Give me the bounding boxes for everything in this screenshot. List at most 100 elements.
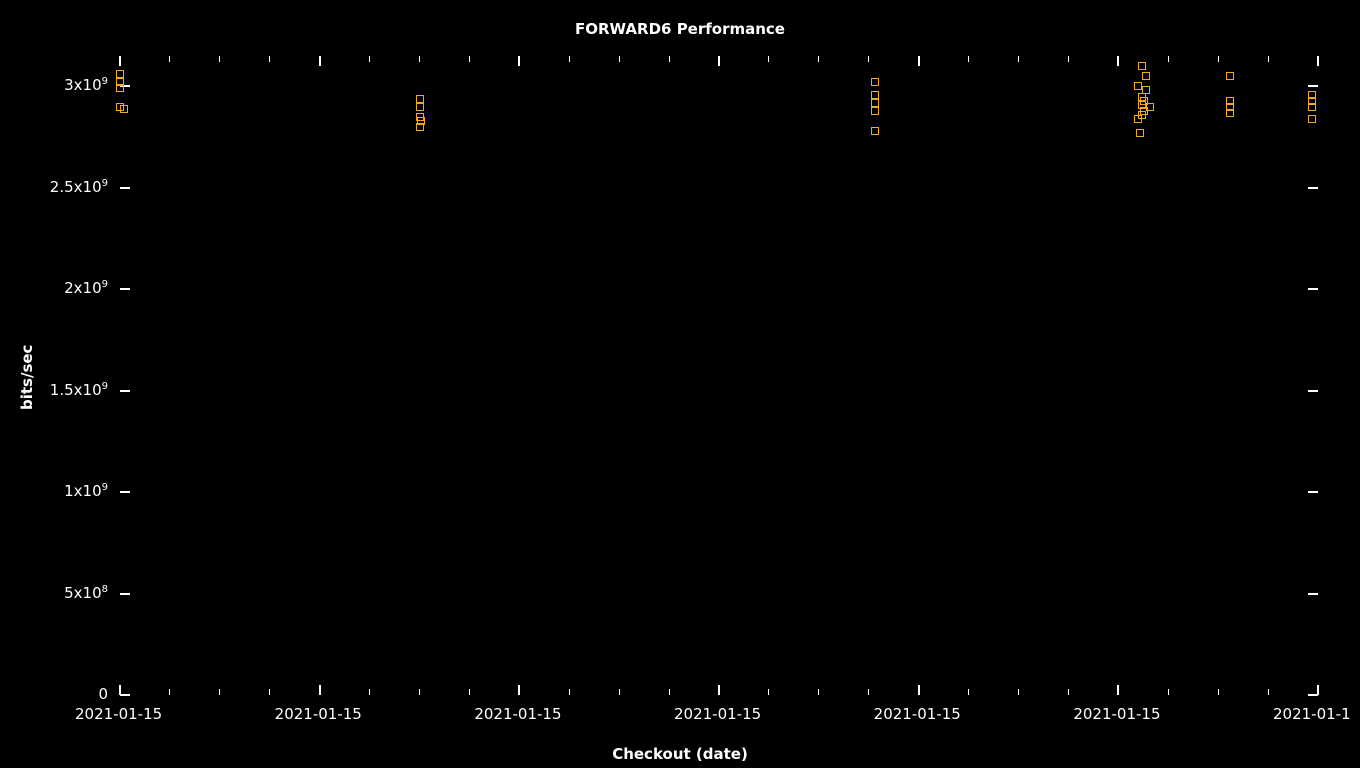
x-minor-tick <box>818 56 819 62</box>
x-tick <box>1317 685 1319 695</box>
x-minor-tick <box>1218 689 1219 695</box>
data-point <box>417 117 425 125</box>
x-minor-tick <box>1068 689 1069 695</box>
x-tick-label: 2021-01-1 <box>1273 705 1351 723</box>
data-point <box>1138 62 1146 70</box>
x-axis-label: Checkout (date) <box>0 745 1360 763</box>
x-tick <box>1117 56 1119 66</box>
x-tick <box>718 56 720 66</box>
x-minor-tick <box>219 56 220 62</box>
x-minor-tick <box>968 56 969 62</box>
x-minor-tick <box>469 689 470 695</box>
x-tick <box>319 56 321 66</box>
x-minor-tick <box>369 689 370 695</box>
x-minor-tick <box>768 689 769 695</box>
x-tick <box>1117 685 1119 695</box>
x-tick-label: 2021-01-15 <box>75 705 162 723</box>
x-tick <box>1317 56 1319 66</box>
y-tick-label: 3x109 <box>64 76 108 94</box>
x-minor-tick <box>219 689 220 695</box>
x-minor-tick <box>369 56 370 62</box>
x-minor-tick <box>1268 56 1269 62</box>
x-minor-tick <box>1268 689 1269 695</box>
y-tick <box>1308 85 1318 87</box>
data-point <box>871 91 879 99</box>
x-minor-tick <box>419 689 420 695</box>
x-minor-tick <box>169 56 170 62</box>
y-tick <box>120 288 130 290</box>
data-point <box>416 95 424 103</box>
y-tick-label: 0 <box>98 685 108 703</box>
y-tick <box>1308 288 1318 290</box>
y-tick <box>120 593 130 595</box>
data-point <box>116 70 124 78</box>
data-point <box>120 105 128 113</box>
y-tick <box>120 491 130 493</box>
performance-chart: FORWARD6 Performance bits/sec Checkout (… <box>0 0 1360 768</box>
x-tick <box>119 56 121 66</box>
x-minor-tick <box>1168 56 1169 62</box>
x-tick-label: 2021-01-15 <box>1073 705 1160 723</box>
x-minor-tick <box>569 689 570 695</box>
y-tick <box>1308 491 1318 493</box>
x-tick-label: 2021-01-15 <box>474 705 561 723</box>
x-minor-tick <box>868 56 869 62</box>
x-minor-tick <box>669 689 670 695</box>
y-tick-label: 2x109 <box>64 279 108 297</box>
x-minor-tick <box>269 56 270 62</box>
x-minor-tick <box>1018 689 1019 695</box>
x-minor-tick <box>269 689 270 695</box>
x-tick <box>918 685 920 695</box>
x-minor-tick <box>1218 56 1219 62</box>
data-point <box>1142 72 1150 80</box>
y-tick-label: 1x109 <box>64 482 108 500</box>
x-minor-tick <box>818 689 819 695</box>
x-minor-tick <box>619 689 620 695</box>
x-tick-label: 2021-01-15 <box>874 705 961 723</box>
y-tick <box>120 187 130 189</box>
x-tick <box>718 685 720 695</box>
data-point <box>1134 115 1142 123</box>
y-tick <box>1308 593 1318 595</box>
x-minor-tick <box>968 689 969 695</box>
data-point <box>1226 109 1234 117</box>
data-point <box>871 99 879 107</box>
x-tick <box>518 56 520 66</box>
chart-title: FORWARD6 Performance <box>0 20 1360 38</box>
x-minor-tick <box>768 56 769 62</box>
data-point <box>1226 72 1234 80</box>
x-tick <box>518 685 520 695</box>
x-tick <box>119 685 121 695</box>
x-minor-tick <box>169 689 170 695</box>
x-minor-tick <box>619 56 620 62</box>
x-tick <box>319 685 321 695</box>
y-tick-label: 2.5x109 <box>50 178 108 196</box>
data-point <box>871 127 879 135</box>
x-minor-tick <box>469 56 470 62</box>
data-point <box>871 78 879 86</box>
x-tick <box>918 56 920 66</box>
x-minor-tick <box>868 689 869 695</box>
data-point <box>1308 115 1316 123</box>
x-minor-tick <box>419 56 420 62</box>
x-tick-label: 2021-01-15 <box>275 705 362 723</box>
y-tick <box>120 390 130 392</box>
x-tick-label: 2021-01-15 <box>674 705 761 723</box>
data-point <box>116 84 124 92</box>
data-point <box>871 107 879 115</box>
plot-area <box>120 56 1318 695</box>
x-minor-tick <box>1168 689 1169 695</box>
y-axis-label: bits/sec <box>18 345 36 410</box>
data-point <box>1136 129 1144 137</box>
y-tick-label: 1.5x109 <box>50 381 108 399</box>
x-minor-tick <box>1068 56 1069 62</box>
y-tick <box>1308 390 1318 392</box>
data-point <box>1308 103 1316 111</box>
data-point <box>1134 82 1142 90</box>
y-tick-label: 5x108 <box>64 584 108 602</box>
y-tick <box>120 694 130 696</box>
x-minor-tick <box>669 56 670 62</box>
x-minor-tick <box>1018 56 1019 62</box>
y-tick <box>1308 187 1318 189</box>
x-minor-tick <box>569 56 570 62</box>
